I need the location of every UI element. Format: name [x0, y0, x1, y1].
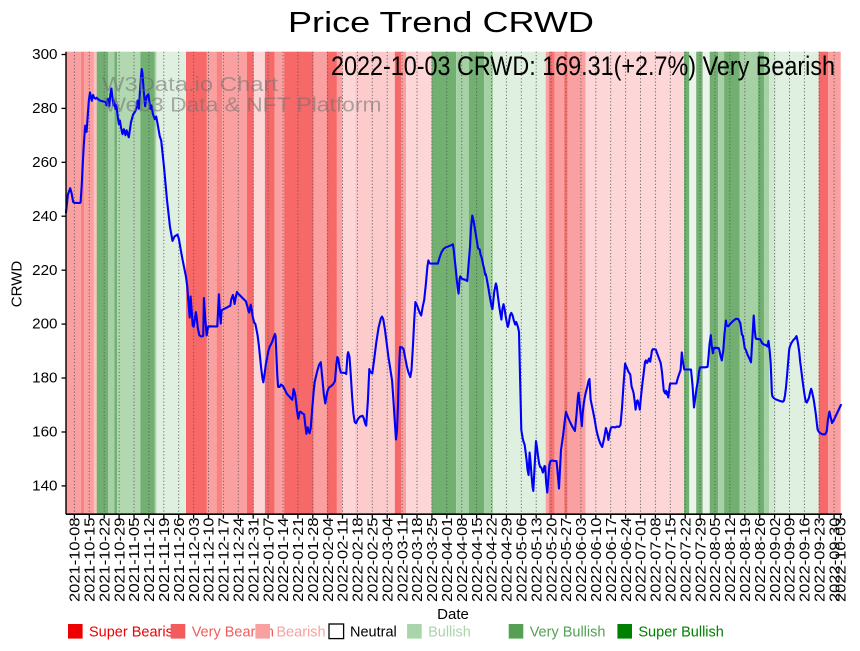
svg-text:2022-07-22: 2022-07-22	[678, 518, 694, 603]
svg-text:2022-04-22: 2022-04-22	[485, 518, 501, 603]
svg-text:2021-10-22: 2021-10-22	[97, 518, 113, 603]
svg-text:Price Trend CRWD: Price Trend CRWD	[288, 7, 594, 39]
svg-text:300: 300	[32, 46, 57, 63]
svg-text:Very Bullish: Very Bullish	[530, 625, 606, 641]
svg-text:2022-01-07: 2022-01-07	[261, 518, 277, 603]
svg-text:2021-12-10: 2021-12-10	[202, 518, 218, 603]
svg-text:2022-09-09: 2022-09-09	[783, 518, 799, 603]
svg-text:2022-03-04: 2022-03-04	[380, 518, 396, 603]
svg-text:2022-05-20: 2022-05-20	[544, 518, 560, 603]
svg-text:Date: Date	[437, 606, 469, 623]
svg-text:W3Data.io Chart: W3Data.io Chart	[102, 74, 279, 96]
svg-text:2022-02-04: 2022-02-04	[321, 518, 337, 603]
svg-text:Bearish: Bearish	[276, 625, 325, 641]
svg-text:Neutral: Neutral	[350, 625, 397, 641]
svg-text:2022-07-08: 2022-07-08	[649, 518, 665, 603]
svg-text:2022-04-15: 2022-04-15	[470, 518, 486, 603]
svg-text:2022-05-27: 2022-05-27	[559, 518, 575, 603]
svg-text:2022-04-29: 2022-04-29	[500, 518, 516, 603]
svg-text:260: 260	[32, 154, 57, 171]
svg-text:Web3 Data & NFT Platform: Web3 Data & NFT Platform	[105, 95, 382, 117]
svg-text:Super Bullish: Super Bullish	[638, 625, 723, 641]
svg-text:2022-07-15: 2022-07-15	[664, 518, 680, 603]
svg-text:2021-11-12: 2021-11-12	[142, 518, 158, 603]
svg-text:2022-06-24: 2022-06-24	[619, 518, 635, 603]
svg-text:2021-12-24: 2021-12-24	[232, 518, 248, 603]
svg-text:2022-02-18: 2022-02-18	[351, 518, 367, 603]
svg-text:2022-07-29: 2022-07-29	[693, 518, 709, 603]
svg-text:2022-05-06: 2022-05-06	[515, 518, 531, 603]
svg-text:2022-08-12: 2022-08-12	[723, 518, 739, 603]
svg-text:2022-06-10: 2022-06-10	[589, 518, 605, 603]
svg-text:2022-03-25: 2022-03-25	[425, 518, 441, 603]
svg-text:CRWD: CRWD	[9, 261, 26, 308]
svg-text:2022-08-05: 2022-08-05	[708, 518, 724, 603]
svg-text:Very Bearish: Very Bearish	[192, 625, 274, 641]
svg-text:2021-10-29: 2021-10-29	[112, 518, 128, 603]
svg-text:2022-08-19: 2022-08-19	[738, 518, 754, 603]
svg-text:2022-09-23: 2022-09-23	[813, 518, 829, 603]
svg-text:2022-01-21: 2022-01-21	[291, 518, 307, 603]
svg-text:240: 240	[32, 208, 57, 225]
svg-text:280: 280	[32, 100, 57, 117]
svg-text:2022-06-17: 2022-06-17	[604, 518, 620, 603]
svg-text:2022-09-30: 2022-09-30	[827, 518, 843, 603]
svg-text:2021-11-26: 2021-11-26	[172, 518, 188, 603]
svg-text:2022-03-18: 2022-03-18	[410, 518, 426, 603]
svg-text:2022-01-14: 2022-01-14	[276, 518, 292, 603]
svg-text:2022-09-16: 2022-09-16	[798, 518, 814, 603]
svg-text:180: 180	[32, 370, 57, 387]
svg-text:2022-03-11: 2022-03-11	[395, 518, 411, 603]
svg-text:160: 160	[32, 424, 57, 441]
svg-text:2022-04-08: 2022-04-08	[455, 518, 471, 603]
svg-text:220: 220	[32, 262, 57, 279]
svg-text:2022-02-25: 2022-02-25	[366, 518, 382, 603]
svg-text:2021-12-17: 2021-12-17	[217, 518, 233, 603]
svg-text:2022-02-11: 2022-02-11	[336, 518, 352, 603]
svg-text:2022-04-01: 2022-04-01	[440, 518, 456, 603]
svg-text:2021-10-08: 2021-10-08	[68, 518, 84, 603]
svg-text:2022-06-03: 2022-06-03	[574, 518, 590, 603]
svg-text:2022-05-13: 2022-05-13	[529, 518, 545, 603]
svg-text:2022-10-03 CRWD: 169.31(+2.7%): 2022-10-03 CRWD: 169.31(+2.7%) Very Bear…	[331, 51, 835, 81]
svg-text:2022-10-03: 2022-10-03	[834, 518, 850, 603]
svg-text:Bullish: Bullish	[428, 625, 471, 641]
svg-text:2021-10-15: 2021-10-15	[83, 518, 99, 603]
svg-text:2021-11-05: 2021-11-05	[127, 518, 143, 603]
svg-text:2021-12-03: 2021-12-03	[187, 518, 203, 603]
svg-text:200: 200	[32, 316, 57, 333]
svg-text:2022-01-28: 2022-01-28	[306, 518, 322, 603]
svg-text:2021-11-19: 2021-11-19	[157, 518, 173, 603]
svg-text:Super Bearish: Super Bearish	[89, 625, 181, 641]
svg-text:2022-08-26: 2022-08-26	[753, 518, 769, 603]
svg-text:2021-12-31: 2021-12-31	[246, 518, 262, 603]
svg-text:2022-09-02: 2022-09-02	[768, 518, 784, 603]
svg-text:140: 140	[32, 478, 57, 495]
svg-text:2022-07-01: 2022-07-01	[634, 518, 650, 603]
